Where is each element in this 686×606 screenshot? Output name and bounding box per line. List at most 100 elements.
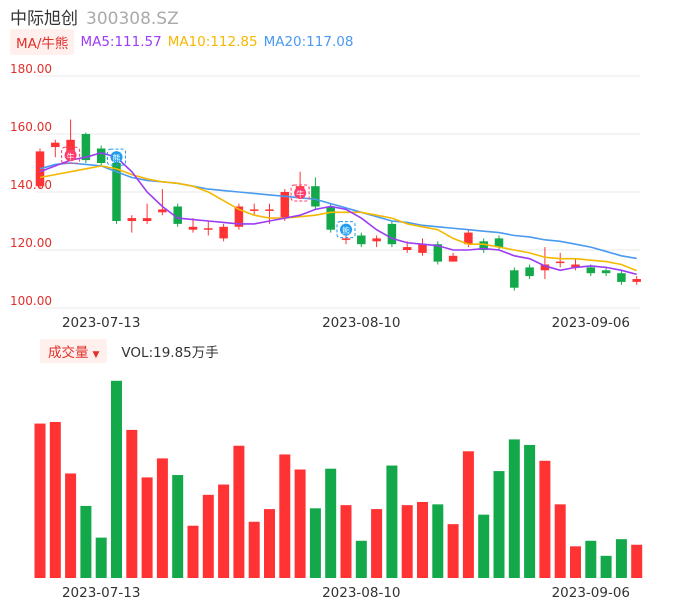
signal-label: 牛 bbox=[67, 151, 75, 161]
bull-signal-badge[interactable]: 牛 bbox=[61, 146, 81, 164]
candle-body bbox=[510, 270, 519, 288]
volume-bar[interactable] bbox=[432, 504, 444, 578]
volume-bar[interactable] bbox=[279, 454, 291, 578]
volume-bar[interactable] bbox=[462, 451, 474, 578]
volume-bar[interactable] bbox=[141, 477, 153, 578]
volume-bar[interactable] bbox=[172, 475, 184, 578]
candle[interactable] bbox=[249, 203, 259, 216]
volume-bar[interactable] bbox=[539, 460, 551, 578]
volume-bar[interactable] bbox=[202, 494, 214, 578]
candle[interactable] bbox=[158, 189, 167, 216]
x-tick-label: 2023-09-06 bbox=[552, 585, 630, 601]
volume-bar[interactable] bbox=[600, 555, 612, 578]
candle-body bbox=[66, 139, 75, 152]
volume-bar[interactable] bbox=[49, 421, 61, 578]
volume-bar[interactable] bbox=[615, 539, 627, 578]
volume-bar[interactable] bbox=[264, 509, 275, 578]
ma20-line bbox=[39, 162, 637, 260]
volume-bar[interactable] bbox=[417, 501, 428, 578]
volume-indicator-dropdown[interactable]: 成交量 ▼ bbox=[40, 339, 108, 363]
candle[interactable] bbox=[96, 145, 106, 166]
volume-bar[interactable] bbox=[325, 468, 337, 578]
volume-bar[interactable] bbox=[585, 540, 597, 578]
x-tick-label: 2023-09-06 bbox=[552, 315, 630, 331]
volume-bar[interactable] bbox=[309, 508, 321, 578]
volume-bar[interactable] bbox=[631, 544, 643, 578]
volume-value: VOL:19.85万手 bbox=[121, 345, 219, 361]
candle[interactable] bbox=[357, 232, 366, 248]
candle[interactable] bbox=[188, 218, 198, 233]
candle[interactable] bbox=[234, 203, 244, 230]
candle[interactable] bbox=[112, 160, 121, 224]
volume-bar[interactable] bbox=[248, 521, 260, 578]
candle-body bbox=[326, 206, 335, 230]
volume-bar[interactable] bbox=[355, 540, 367, 578]
candle[interactable] bbox=[571, 258, 580, 271]
candle[interactable] bbox=[540, 247, 550, 279]
candle[interactable] bbox=[387, 221, 397, 248]
volume-bar[interactable] bbox=[508, 439, 520, 578]
volume-bar[interactable] bbox=[218, 484, 230, 578]
candle[interactable] bbox=[280, 189, 290, 221]
volume-bar[interactable] bbox=[65, 473, 77, 578]
ma-toggle-button[interactable]: MA/牛熊 bbox=[10, 29, 75, 55]
candle[interactable] bbox=[510, 267, 519, 291]
candle-body bbox=[448, 255, 458, 262]
candle-body bbox=[571, 264, 580, 268]
ma20-legend: MA20:117.08 bbox=[263, 34, 354, 50]
candle[interactable] bbox=[525, 264, 534, 280]
volume-bar[interactable] bbox=[493, 471, 505, 578]
candle[interactable] bbox=[372, 235, 381, 248]
volume-bar[interactable] bbox=[126, 429, 138, 578]
signal-label: 熊 bbox=[113, 153, 121, 163]
bull-signal-badge[interactable]: 牛 bbox=[290, 184, 310, 202]
bear-signal-badge[interactable]: 熊 bbox=[336, 221, 356, 239]
candle[interactable] bbox=[173, 203, 182, 227]
volume-bar[interactable] bbox=[386, 465, 398, 578]
candle-body bbox=[402, 247, 412, 250]
candle[interactable] bbox=[219, 223, 228, 242]
volume-bar[interactable] bbox=[447, 524, 459, 578]
candle[interactable] bbox=[142, 203, 152, 224]
candle[interactable] bbox=[66, 119, 75, 155]
volume-bar[interactable] bbox=[34, 423, 46, 578]
volume-bar[interactable] bbox=[187, 525, 199, 578]
ma10-legend: MA10:112.85 bbox=[167, 34, 258, 50]
volume-bar[interactable] bbox=[111, 380, 122, 578]
candle[interactable] bbox=[51, 139, 60, 158]
candle-body bbox=[479, 241, 488, 250]
candle[interactable] bbox=[418, 238, 427, 256]
volume-bar[interactable] bbox=[80, 505, 92, 578]
y-tick-label: 100.00 bbox=[10, 294, 52, 308]
volume-bar[interactable] bbox=[554, 504, 566, 578]
candle-body bbox=[127, 218, 137, 221]
candle[interactable] bbox=[479, 238, 488, 253]
volume-bar[interactable] bbox=[371, 509, 383, 578]
candle[interactable] bbox=[311, 177, 320, 210]
bear-signal-badge[interactable]: 熊 bbox=[107, 148, 126, 166]
candle[interactable] bbox=[127, 215, 137, 233]
volume-bar[interactable] bbox=[156, 458, 168, 578]
candle-body bbox=[249, 209, 259, 211]
volume-bar[interactable] bbox=[294, 469, 306, 578]
volume-bar[interactable] bbox=[570, 546, 581, 578]
volume-bar[interactable] bbox=[401, 505, 413, 578]
candle[interactable] bbox=[204, 221, 213, 236]
candle[interactable] bbox=[601, 267, 611, 277]
candle[interactable] bbox=[632, 276, 641, 285]
candle-body bbox=[204, 228, 213, 230]
volume-bar[interactable] bbox=[340, 505, 352, 578]
candle[interactable] bbox=[326, 203, 335, 233]
volume-bar[interactable] bbox=[524, 444, 536, 578]
candle[interactable] bbox=[617, 270, 626, 285]
candle-body bbox=[311, 186, 320, 207]
candle[interactable] bbox=[555, 252, 565, 268]
candle-body bbox=[265, 209, 274, 211]
volume-bar[interactable] bbox=[95, 537, 107, 578]
y-tick-label: 140.00 bbox=[10, 178, 52, 192]
volume-bar[interactable] bbox=[233, 445, 245, 578]
volume-bar[interactable] bbox=[478, 514, 490, 578]
candle[interactable] bbox=[448, 252, 458, 262]
candle-body bbox=[96, 148, 106, 163]
